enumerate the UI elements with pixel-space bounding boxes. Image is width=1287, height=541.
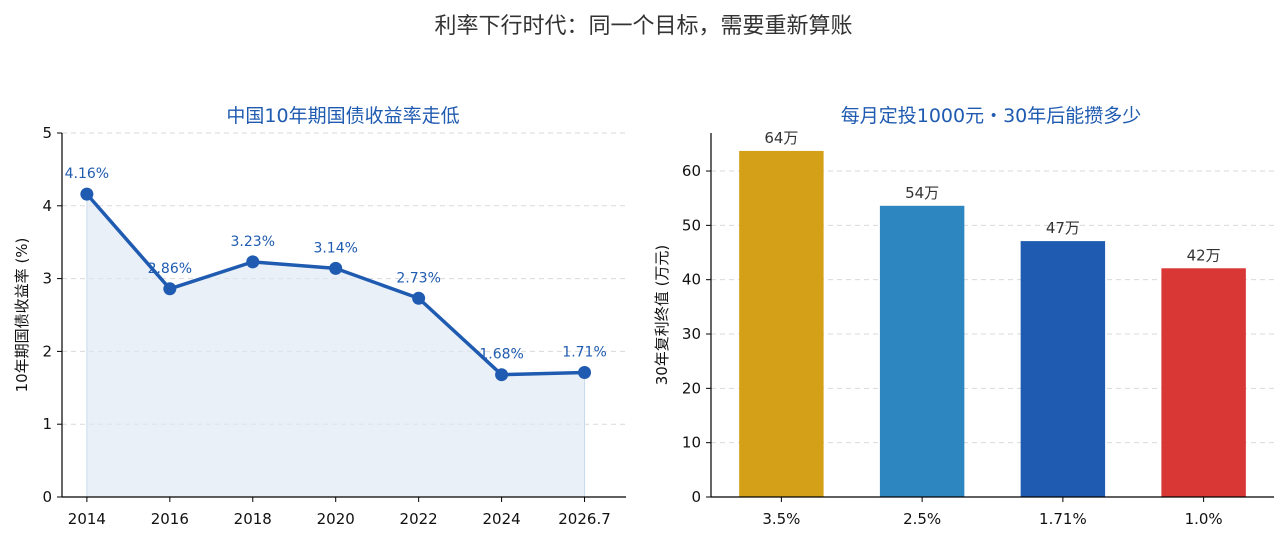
x-tick-label: 2022 bbox=[400, 510, 438, 528]
data-label: 2.73% bbox=[396, 270, 440, 286]
left-y-axis-label: 10年期国债收益率 (%) bbox=[13, 238, 31, 393]
y-tick-label: 5 bbox=[42, 124, 52, 142]
data-label: 3.14% bbox=[313, 240, 357, 256]
y-tick-label: 30 bbox=[682, 325, 701, 343]
yield-line-chart: 中国10年期国债收益率走低 10年期国债收益率 (%) 0 1 2 3 4 5 4.16% 2… bbox=[13, 105, 626, 528]
y-tick-label: 60 bbox=[682, 162, 701, 180]
x-tick-label: 1.0% bbox=[1185, 510, 1223, 528]
right-chart-title: 每月定投1000元・30年后能攒多少 bbox=[841, 105, 1142, 127]
bar-value-label: 64万 bbox=[764, 129, 798, 147]
data-point bbox=[163, 282, 177, 296]
bar bbox=[1020, 241, 1106, 497]
area-fill bbox=[86, 194, 585, 498]
y-tick-label: 20 bbox=[682, 379, 701, 397]
right-y-axis-label: 30年复利终值 (万元) bbox=[653, 245, 671, 386]
data-point bbox=[495, 368, 509, 382]
data-label: 4.16% bbox=[65, 166, 109, 182]
bar-value-label: 42万 bbox=[1187, 246, 1221, 264]
bar bbox=[739, 150, 824, 498]
y-tick-label: 40 bbox=[682, 271, 701, 289]
x-tick-label: 3.5% bbox=[762, 510, 800, 528]
x-tick-label: 2026.7 bbox=[558, 510, 611, 528]
y-tick-label: 2 bbox=[42, 342, 52, 360]
data-point bbox=[80, 187, 94, 201]
left-chart-title: 中国10年期国债收益率走低 bbox=[226, 105, 459, 127]
x-tick-label: 2.5% bbox=[903, 510, 941, 528]
x-tick-label: 2020 bbox=[317, 510, 355, 528]
y-tick-label: 1 bbox=[42, 415, 52, 433]
data-label: 1.68% bbox=[479, 347, 523, 363]
data-label: 2.86% bbox=[148, 261, 192, 277]
x-tick-label: 2014 bbox=[68, 510, 106, 528]
x-tick-label: 2024 bbox=[482, 510, 520, 528]
data-point bbox=[246, 255, 260, 269]
x-tick-label: 1.71% bbox=[1039, 510, 1087, 528]
y-tick-label: 3 bbox=[42, 270, 52, 288]
savings-bar-chart: 每月定投1000元・30年后能攒多少 30年复利终值 (万元) 0 10 20 30 4… bbox=[653, 105, 1274, 528]
x-tick-label: 2018 bbox=[234, 510, 272, 528]
data-point bbox=[329, 261, 343, 275]
data-label: 1.71% bbox=[562, 345, 606, 361]
figure-title: 利率下行时代：同一个目标，需要重新算账 bbox=[434, 14, 853, 39]
bar-value-label: 47万 bbox=[1046, 219, 1080, 237]
bar-value-label: 54万 bbox=[905, 184, 939, 202]
data-point bbox=[412, 291, 426, 305]
y-tick-label: 0 bbox=[42, 488, 52, 506]
bar bbox=[1161, 268, 1246, 497]
y-tick-label: 4 bbox=[42, 197, 52, 215]
data-label: 3.23% bbox=[231, 234, 275, 250]
data-point bbox=[578, 366, 592, 380]
y-tick-label: 0 bbox=[691, 488, 701, 506]
y-tick-label: 10 bbox=[682, 434, 701, 452]
bar bbox=[879, 205, 965, 498]
y-tick-label: 50 bbox=[682, 216, 701, 234]
x-tick-label: 2016 bbox=[151, 510, 189, 528]
